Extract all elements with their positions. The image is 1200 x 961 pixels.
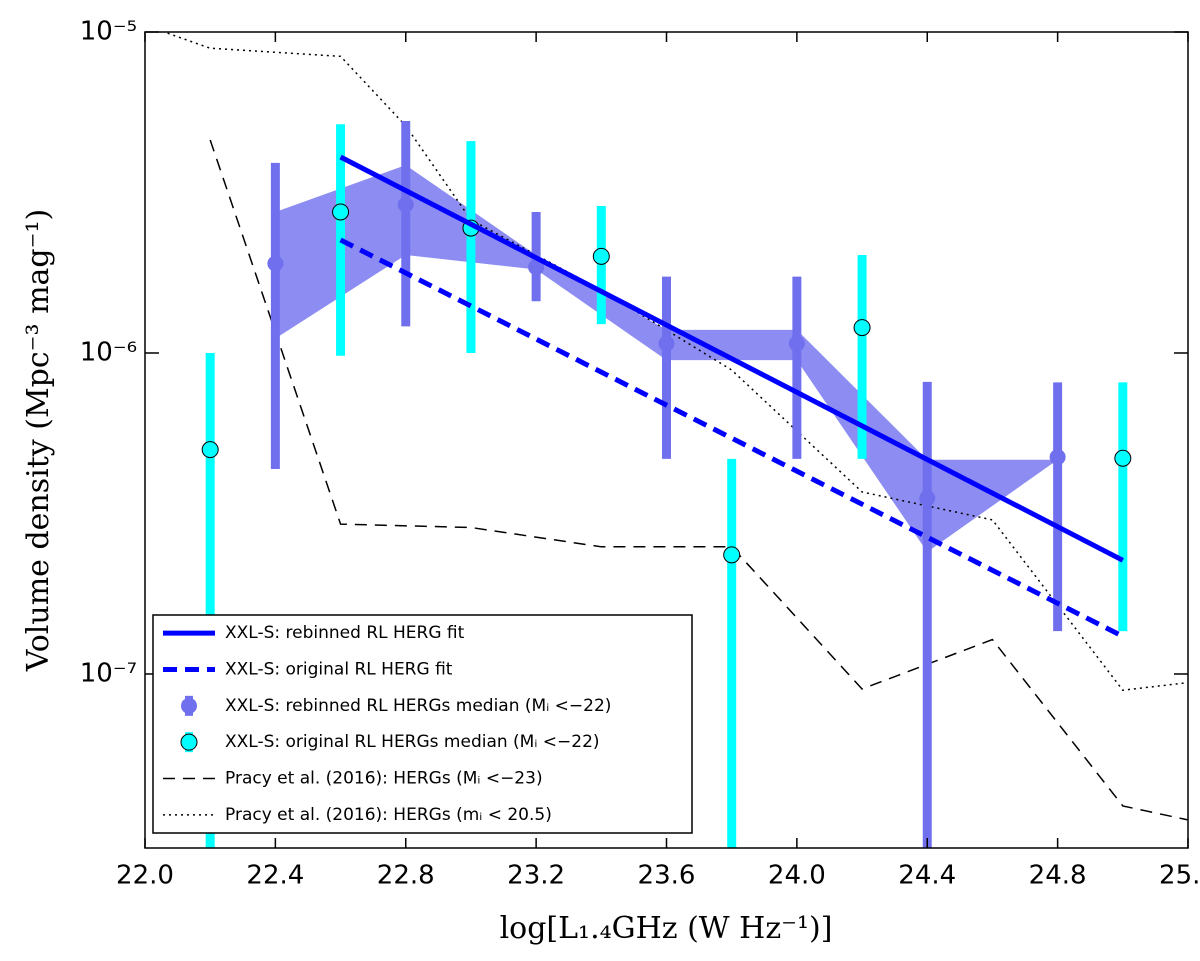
legend-label: Pracy et al. (2016): HERGs (mᵢ < 20.5) bbox=[225, 805, 552, 825]
point bbox=[592, 247, 610, 265]
point bbox=[528, 259, 545, 276]
series-line bbox=[161, 32, 1188, 692]
point bbox=[267, 255, 284, 272]
plot-area bbox=[161, 32, 1188, 848]
legend-label: XXL-S: original RL HERG fit bbox=[225, 660, 453, 680]
legend-swatch bbox=[181, 697, 197, 714]
x-tick-label: 22.8 bbox=[377, 861, 435, 891]
x-tick-label: 24.4 bbox=[898, 861, 956, 891]
y-tick-label: 10⁻⁵ bbox=[80, 17, 137, 47]
series-line bbox=[339, 237, 1124, 639]
y-tick-label: 10⁻⁷ bbox=[80, 658, 137, 688]
point bbox=[723, 546, 741, 564]
x-tick-label: 22.4 bbox=[246, 861, 304, 891]
point bbox=[658, 335, 675, 352]
x-tick-label: 24.0 bbox=[768, 861, 826, 891]
x-axis-label: log[L₁.₄GHz (W Hz⁻¹)] bbox=[500, 911, 833, 946]
point bbox=[201, 441, 219, 459]
x-tick-label: 23.6 bbox=[638, 861, 696, 891]
point bbox=[332, 203, 350, 221]
point bbox=[1114, 449, 1132, 467]
series bbox=[267, 121, 1066, 848]
legend-label: XXL-S: original RL HERGs median (Mᵢ <−22… bbox=[225, 732, 600, 752]
series-line bbox=[209, 139, 1188, 821]
point bbox=[853, 319, 871, 337]
x-tick-label: 22.0 bbox=[116, 861, 174, 891]
series bbox=[339, 237, 1124, 639]
legend-label: Pracy et al. (2016): HERGs (Mᵢ <−23) bbox=[225, 769, 543, 789]
series-line bbox=[339, 154, 1124, 563]
legend-box bbox=[152, 614, 693, 834]
y-axis-label: Volume density (Mpc⁻³ mag⁻¹) bbox=[21, 209, 56, 672]
y-tick-label: 10⁻⁶ bbox=[80, 337, 137, 367]
series bbox=[339, 154, 1124, 563]
legend-swatch bbox=[180, 733, 198, 751]
point bbox=[919, 490, 936, 507]
x-tick-label: 25.2 bbox=[1159, 861, 1200, 891]
legend-label: XXL-S: rebinned RL HERGs median (Mᵢ <−22… bbox=[225, 696, 611, 716]
axes: 22.0 22.4 22.8 23.2 23.6 24.0 24.4 24.8 25.2 10⁻⁷… bbox=[80, 17, 1200, 891]
series bbox=[161, 32, 1188, 692]
legend: XXL-S: rebinned RL HERG fit XXL-S: origin… bbox=[152, 614, 693, 834]
series bbox=[209, 139, 1188, 821]
point bbox=[1049, 449, 1066, 466]
point bbox=[788, 335, 805, 352]
x-tick-label: 23.2 bbox=[507, 861, 565, 891]
legend-label: XXL-S: rebinned RL HERG fit bbox=[225, 623, 465, 643]
x-tick-label: 24.8 bbox=[1029, 861, 1087, 891]
point bbox=[397, 196, 414, 213]
